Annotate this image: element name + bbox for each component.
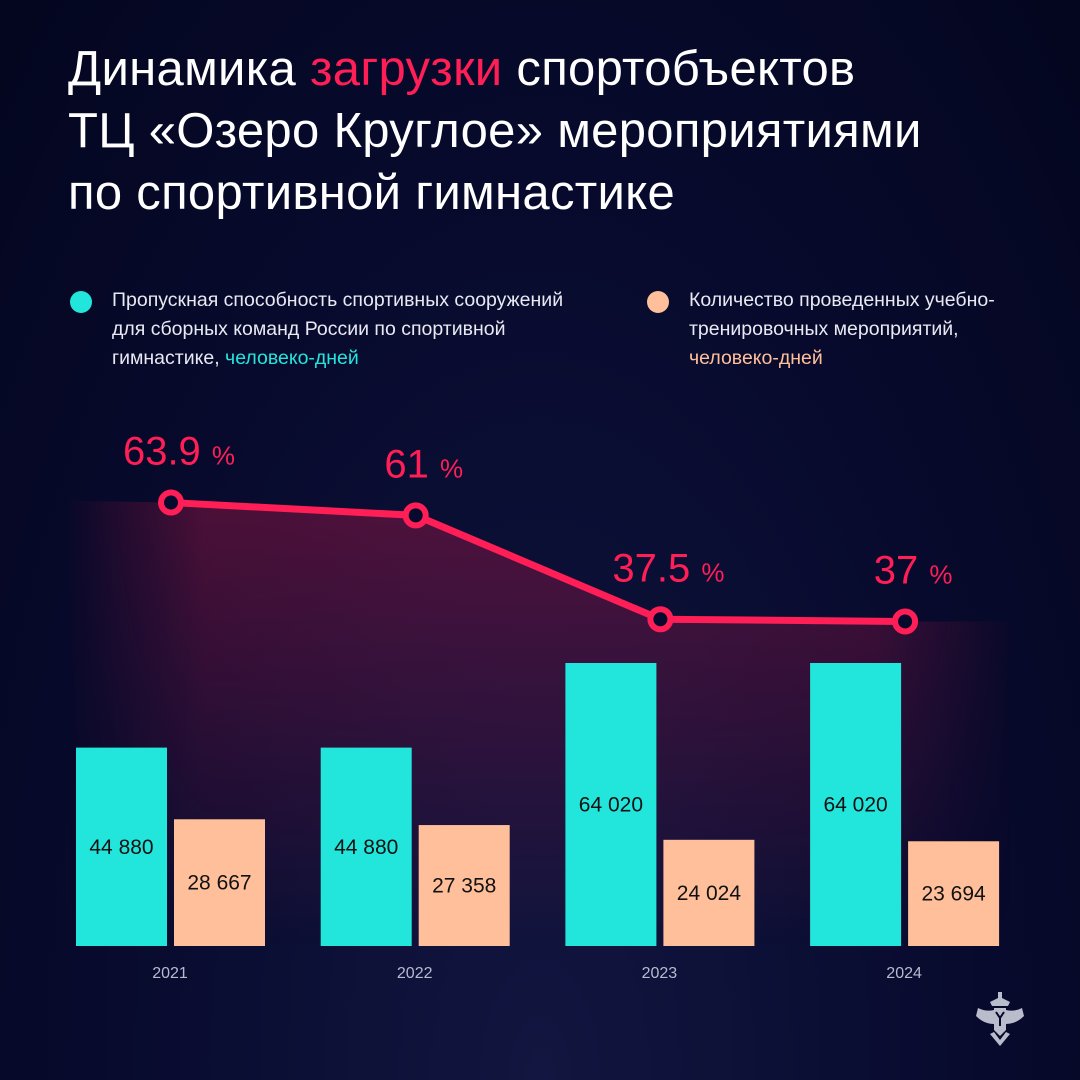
- bar-value-label: 64 020: [579, 794, 643, 817]
- year-label: 2023: [642, 965, 678, 982]
- bar-value-label: 23 694: [921, 883, 986, 906]
- title-accent: загрузки: [310, 42, 503, 96]
- bar-capacity: [565, 663, 657, 946]
- legend-dot-peach: [647, 291, 669, 313]
- title-line-2: ТЦ «Озеро Круглое» мероприятиями: [68, 104, 922, 158]
- bar-value-label: 27 358: [432, 875, 496, 898]
- line-point: [158, 489, 184, 516]
- percent-label: 63.9 %: [123, 430, 235, 474]
- bar-events: [908, 841, 1000, 946]
- bar-value-label: 44 880: [89, 836, 153, 859]
- title-text: спортобъектов: [502, 42, 856, 96]
- title-text: Динамика: [68, 42, 311, 96]
- legend-text: Количество проведенных учебно-тренировоч…: [689, 289, 995, 340]
- bar-value-label: 24 024: [677, 882, 742, 905]
- emblem-icon: [976, 992, 1024, 1046]
- bar-value-label: 28 667: [187, 872, 251, 895]
- bar-value-label: 44 880: [334, 836, 398, 859]
- bar-value-label: 64 020: [823, 794, 887, 817]
- legend-text: Пропускная способность спортивных сооруж…: [112, 289, 564, 369]
- legend-unit: человеко-дней: [225, 347, 359, 369]
- page-title: Динамика загрузки спортобъектов ТЦ «Озер…: [68, 38, 922, 224]
- title-line-3: по спортивной гимнастике: [68, 166, 675, 220]
- line-point: [647, 606, 674, 633]
- year-label: 2022: [397, 965, 433, 982]
- legend-item-capacity: Пропускная способность спортивных сооруж…: [70, 286, 582, 373]
- legend-unit: человеко-дней: [689, 347, 823, 369]
- line-glow-area: [70, 500, 1010, 946]
- bar-events: [418, 825, 510, 946]
- legend-item-events: Количество проведенных учебно-тренировоч…: [647, 286, 1029, 373]
- year-label: 2021: [152, 965, 188, 982]
- line-point: [402, 502, 429, 529]
- bar-events: [663, 839, 755, 946]
- bar-events: [174, 819, 265, 946]
- year-label: 2024: [886, 965, 922, 982]
- utilization-line: [170, 499, 906, 625]
- bar-capacity: [320, 747, 412, 946]
- bar-capacity: [810, 663, 902, 946]
- percent-label: 37 %: [874, 548, 953, 592]
- percent-label: 61 %: [384, 442, 463, 486]
- bar-capacity: [76, 747, 167, 946]
- percent-label: 37.5 %: [612, 546, 724, 590]
- legend-dot-teal: [70, 291, 92, 313]
- line-point: [892, 608, 919, 635]
